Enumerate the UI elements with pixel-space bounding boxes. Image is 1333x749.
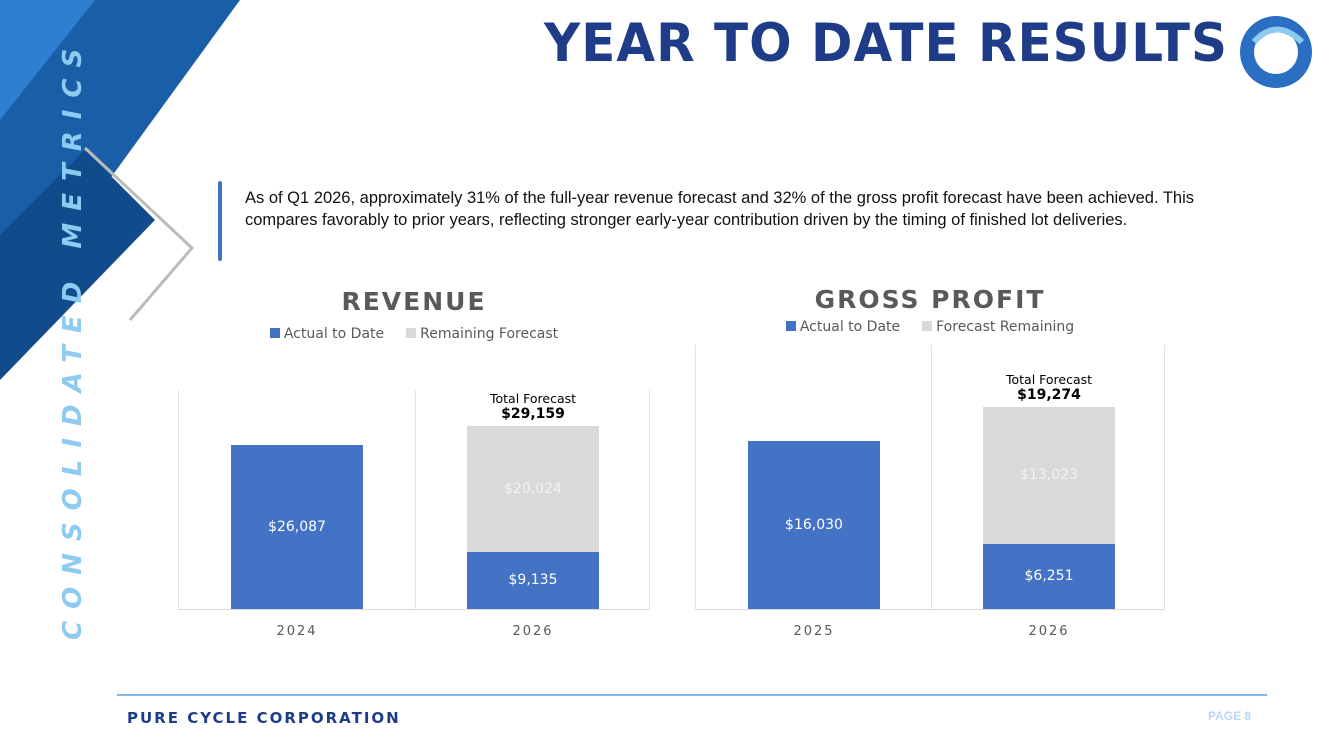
footer-divider bbox=[117, 694, 1267, 696]
bar-segment: $13,023 bbox=[983, 407, 1115, 544]
company-logo-icon bbox=[1240, 16, 1312, 88]
bar-segment: $16,030 bbox=[748, 441, 880, 609]
total-forecast-annotation: Total Forecast $19,274 bbox=[1005, 372, 1093, 404]
company-name: PURE CYCLE CORPORATION bbox=[127, 709, 401, 727]
legend-item: Forecast Remaining bbox=[922, 319, 1074, 335]
data-label: $13,023 bbox=[1020, 467, 1078, 484]
total-forecast-annotation: Total Forecast $29,159 bbox=[489, 390, 577, 422]
bar-segment: $9,135 bbox=[467, 551, 599, 609]
bar-segment: $6,251 bbox=[983, 543, 1115, 609]
bar-segment: $20,024 bbox=[467, 425, 599, 552]
data-label: $16,030 bbox=[785, 517, 843, 534]
plot-area: $16,030 2025 $6,251 $13,023 2026 Total Foreca… bbox=[695, 345, 1165, 639]
decorative-banner bbox=[0, 0, 240, 380]
page-title: YEAR TO DATE RESULTS bbox=[544, 12, 1228, 74]
category-label: 2025 bbox=[793, 624, 835, 639]
chart-legend: Actual to Date Forecast Remaining bbox=[695, 319, 1165, 335]
data-label: $26,087 bbox=[268, 519, 326, 536]
side-label: CONSOLIDATED METRICS bbox=[58, 36, 88, 640]
chart-title: GROSS PROFIT bbox=[814, 285, 1046, 314]
quote-bar bbox=[218, 181, 222, 261]
category-label: 2026 bbox=[512, 624, 554, 639]
summary-text: As of Q1 2026, approximately 31% of the … bbox=[245, 189, 1194, 229]
chart-legend: Actual to Date Remaining Forecast bbox=[178, 326, 650, 342]
page-number: PAGE 8 bbox=[1208, 709, 1252, 723]
legend-item: Actual to Date bbox=[269, 326, 384, 342]
category-label: 2024 bbox=[276, 624, 318, 639]
legend-item: Remaining Forecast bbox=[406, 326, 558, 342]
data-label: $6,251 bbox=[1024, 568, 1074, 585]
data-label: $20,024 bbox=[504, 480, 562, 497]
category-label: 2026 bbox=[1028, 624, 1070, 639]
bar-segment: $26,087 bbox=[231, 445, 363, 609]
data-label: $9,135 bbox=[508, 572, 558, 589]
chart-title: REVENUE bbox=[341, 287, 487, 316]
plot-area: $26,087 2024 $9,135 $20,024 2026 Total Foreca… bbox=[178, 390, 650, 639]
legend-item: Actual to Date bbox=[785, 319, 900, 335]
